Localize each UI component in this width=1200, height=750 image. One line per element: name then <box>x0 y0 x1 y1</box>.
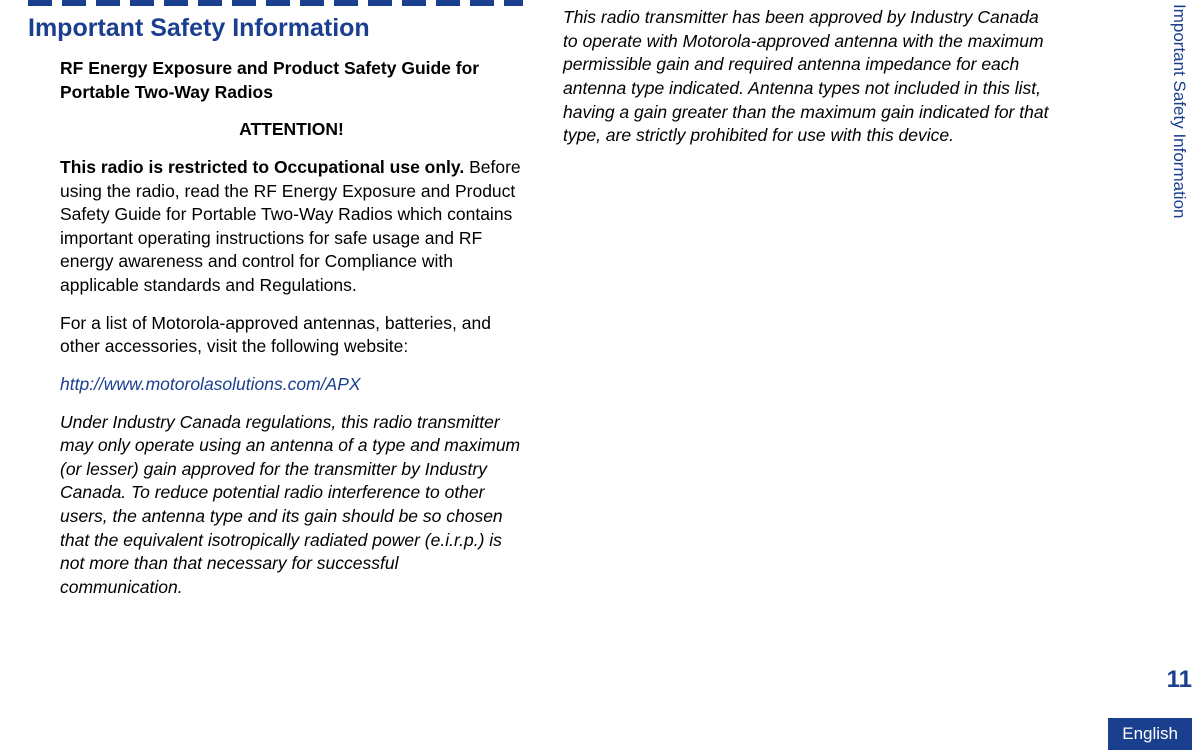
paragraph-ic-approval: This radio transmitter has been approved… <box>563 6 1058 148</box>
left-column: Important Safety Information RF Energy E… <box>8 0 543 750</box>
side-tab-label: Important Safety Information <box>1169 0 1189 219</box>
restriction-bold: This radio is restricted to Occupational… <box>60 157 464 177</box>
page-title: Important Safety Information <box>28 14 523 43</box>
language-tab: English <box>1108 718 1192 750</box>
attention-label: ATTENTION! <box>60 118 523 142</box>
paragraph-accessories: For a list of Motorola-approved antennas… <box>60 312 523 359</box>
right-column: This radio transmitter has been approved… <box>543 0 1078 750</box>
side-tab: Important Safety Information <box>1166 0 1192 310</box>
paragraph-ic-regulations: Under Industry Canada regulations, this … <box>60 411 523 600</box>
restriction-rest: Before using the radio, read the RF Ener… <box>60 157 521 295</box>
paragraph-restriction: This radio is restricted to Occupational… <box>60 156 523 298</box>
dashed-rule <box>28 0 523 6</box>
page-number: 11 <box>1167 666 1192 694</box>
accessories-link[interactable]: http://www.motorolasolutions.com/APX <box>60 373 523 397</box>
sub-heading: RF Energy Exposure and Product Safety Gu… <box>60 57 523 104</box>
